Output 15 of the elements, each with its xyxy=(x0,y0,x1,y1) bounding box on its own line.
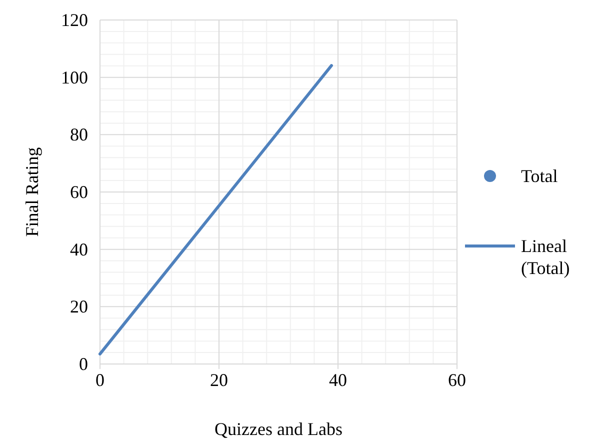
y-tick-label: 60 xyxy=(70,182,88,202)
x-axis-title: Quizzes and Labs xyxy=(214,419,342,439)
y-tick-label: 20 xyxy=(70,296,88,317)
y-tick-label: 80 xyxy=(70,124,88,145)
y-tick-label: 0 xyxy=(79,354,88,374)
y-axis-title: Final Rating xyxy=(22,147,42,237)
legend-label: Total xyxy=(521,166,558,186)
x-tick-label: 0 xyxy=(96,370,104,390)
y-tick-label: 40 xyxy=(70,239,88,260)
y-tick-label: 120 xyxy=(61,10,88,30)
x-tick-label: 20 xyxy=(210,370,228,390)
y-tick-label: 100 xyxy=(61,67,88,88)
legend-label: Lineal (Total) xyxy=(521,236,570,278)
x-tick-label: 60 xyxy=(448,370,466,390)
x-tick-label: 40 xyxy=(329,370,347,390)
